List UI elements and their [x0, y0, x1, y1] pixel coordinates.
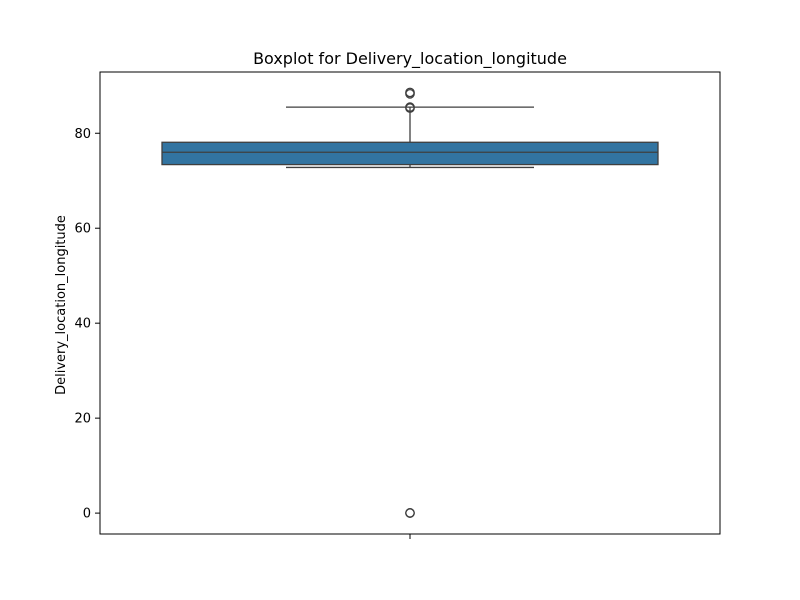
y-tick-label: 80: [74, 127, 91, 142]
outlier-point: [405, 87, 415, 98]
outlier-point: [405, 508, 415, 518]
y-tick-label: 0: [83, 507, 91, 522]
y-axis-label: Delivery_location_longitude: [54, 215, 69, 395]
y-tick-label: 20: [74, 412, 91, 427]
box-element-group: [161, 106, 659, 169]
outlier-point: [405, 102, 415, 112]
outlier-points: [405, 87, 415, 518]
y-tick-label: 60: [74, 222, 91, 237]
y-tick-label: 40: [74, 317, 91, 332]
interquartile-box: [161, 141, 659, 166]
chart-title: Boxplot for Delivery_location_longitude: [253, 49, 567, 69]
y-axis-ticks: 0 20 40 60 80: [74, 127, 100, 522]
